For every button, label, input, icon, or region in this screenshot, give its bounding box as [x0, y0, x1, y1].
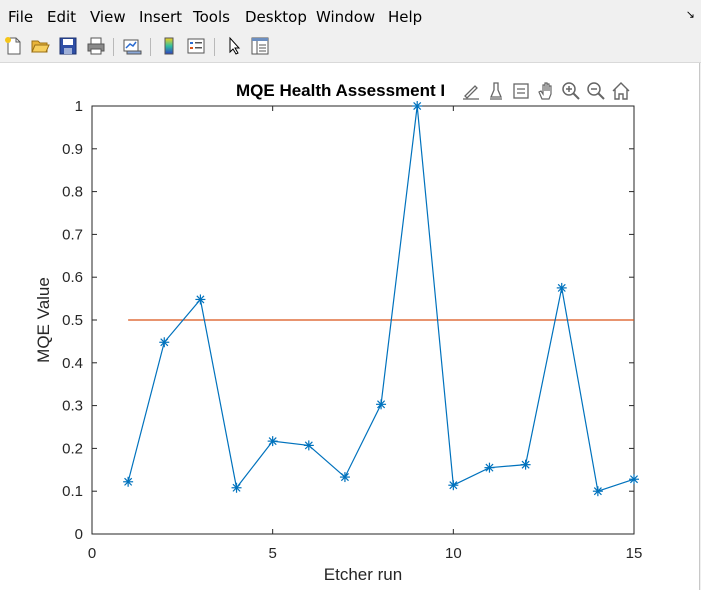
- data-point: [556, 282, 567, 293]
- data-point: [303, 440, 314, 451]
- axes-toolbar: [456, 78, 636, 104]
- pan-icon[interactable]: [535, 80, 557, 102]
- pointer-icon[interactable]: [224, 36, 244, 56]
- menu-file[interactable]: File: [8, 8, 34, 26]
- y-tick-label: 0.3: [62, 398, 83, 415]
- data-point: [159, 337, 170, 348]
- y-tick-label: 0.9: [62, 141, 83, 158]
- toolbar-separator: [150, 38, 151, 56]
- data-point: [629, 474, 639, 485]
- data-point: [520, 459, 531, 470]
- zoom-out-icon[interactable]: [585, 80, 607, 102]
- menu-view[interactable]: View: [90, 8, 126, 26]
- toolbar-separator: [214, 38, 215, 56]
- y-tick-label: 0.6: [62, 269, 83, 286]
- y-tick-label: 0.8: [62, 184, 83, 201]
- y-tick-label: 0.2: [62, 440, 83, 457]
- x-tick-label: 0: [88, 545, 96, 562]
- toolbar-separator: [113, 38, 114, 56]
- colorbar-icon[interactable]: [159, 36, 179, 56]
- data-point: [339, 472, 350, 483]
- data-point: [592, 486, 603, 497]
- data-point: [484, 462, 495, 473]
- data-point: [412, 101, 423, 111]
- y-tick-label: 0.7: [62, 226, 83, 243]
- data-tips-icon[interactable]: [510, 80, 532, 102]
- menu-desktop[interactable]: Desktop: [245, 8, 307, 26]
- menu-help[interactable]: Help: [388, 8, 423, 26]
- menu-insert[interactable]: Insert: [139, 8, 183, 26]
- open-folder-icon[interactable]: [30, 36, 50, 56]
- zoom-in-icon[interactable]: [560, 80, 582, 102]
- property-inspector-icon[interactable]: [250, 36, 270, 56]
- menu-tools[interactable]: Tools: [193, 8, 230, 26]
- y-tick-label: 0: [75, 526, 83, 543]
- figure-toolbar: [0, 32, 701, 63]
- menu-bar: File Edit View Insert Tools Desktop Wind…: [0, 0, 701, 32]
- data-point: [267, 436, 278, 447]
- legend-icon[interactable]: [186, 36, 206, 56]
- y-axis-label: MQE Value: [34, 277, 53, 363]
- save-icon[interactable]: [58, 36, 78, 56]
- data-point: [231, 482, 242, 493]
- data-point: [195, 294, 206, 305]
- y-tick-label: 0.1: [62, 483, 83, 500]
- export-icon[interactable]: [460, 80, 482, 102]
- new-file-icon[interactable]: [4, 36, 24, 56]
- x-tick-label: 10: [445, 545, 462, 562]
- link-plot-icon[interactable]: [122, 36, 142, 56]
- figure-canvas: MQE Health Assessment I 0 0.1 0.2 0.3 0.4 0.5…: [0, 63, 700, 590]
- plot-area[interactable]: MQE Health Assessment I 0 0.1 0.2 0.3 0.4 0.5…: [0, 63, 699, 590]
- y-tick-label: 0.4: [62, 355, 83, 372]
- y-tick-label: 1: [75, 98, 83, 115]
- dock-arrow-icon[interactable]: ↘: [685, 9, 695, 21]
- print-icon[interactable]: [86, 36, 106, 56]
- menu-window[interactable]: Window: [316, 8, 376, 26]
- data-point: [376, 399, 387, 410]
- x-tick-label: 15: [626, 545, 643, 562]
- home-icon[interactable]: [610, 80, 632, 102]
- x-axis-label: Etcher run: [324, 565, 402, 584]
- menu-edit[interactable]: Edit: [47, 8, 77, 26]
- data-point: [448, 480, 459, 491]
- y-tick-label: 0.5: [62, 312, 83, 329]
- chart-title: MQE Health Assessment I: [236, 81, 445, 100]
- data-point: [123, 476, 134, 487]
- x-tick-label: 5: [268, 545, 276, 562]
- brush-icon[interactable]: [485, 80, 507, 102]
